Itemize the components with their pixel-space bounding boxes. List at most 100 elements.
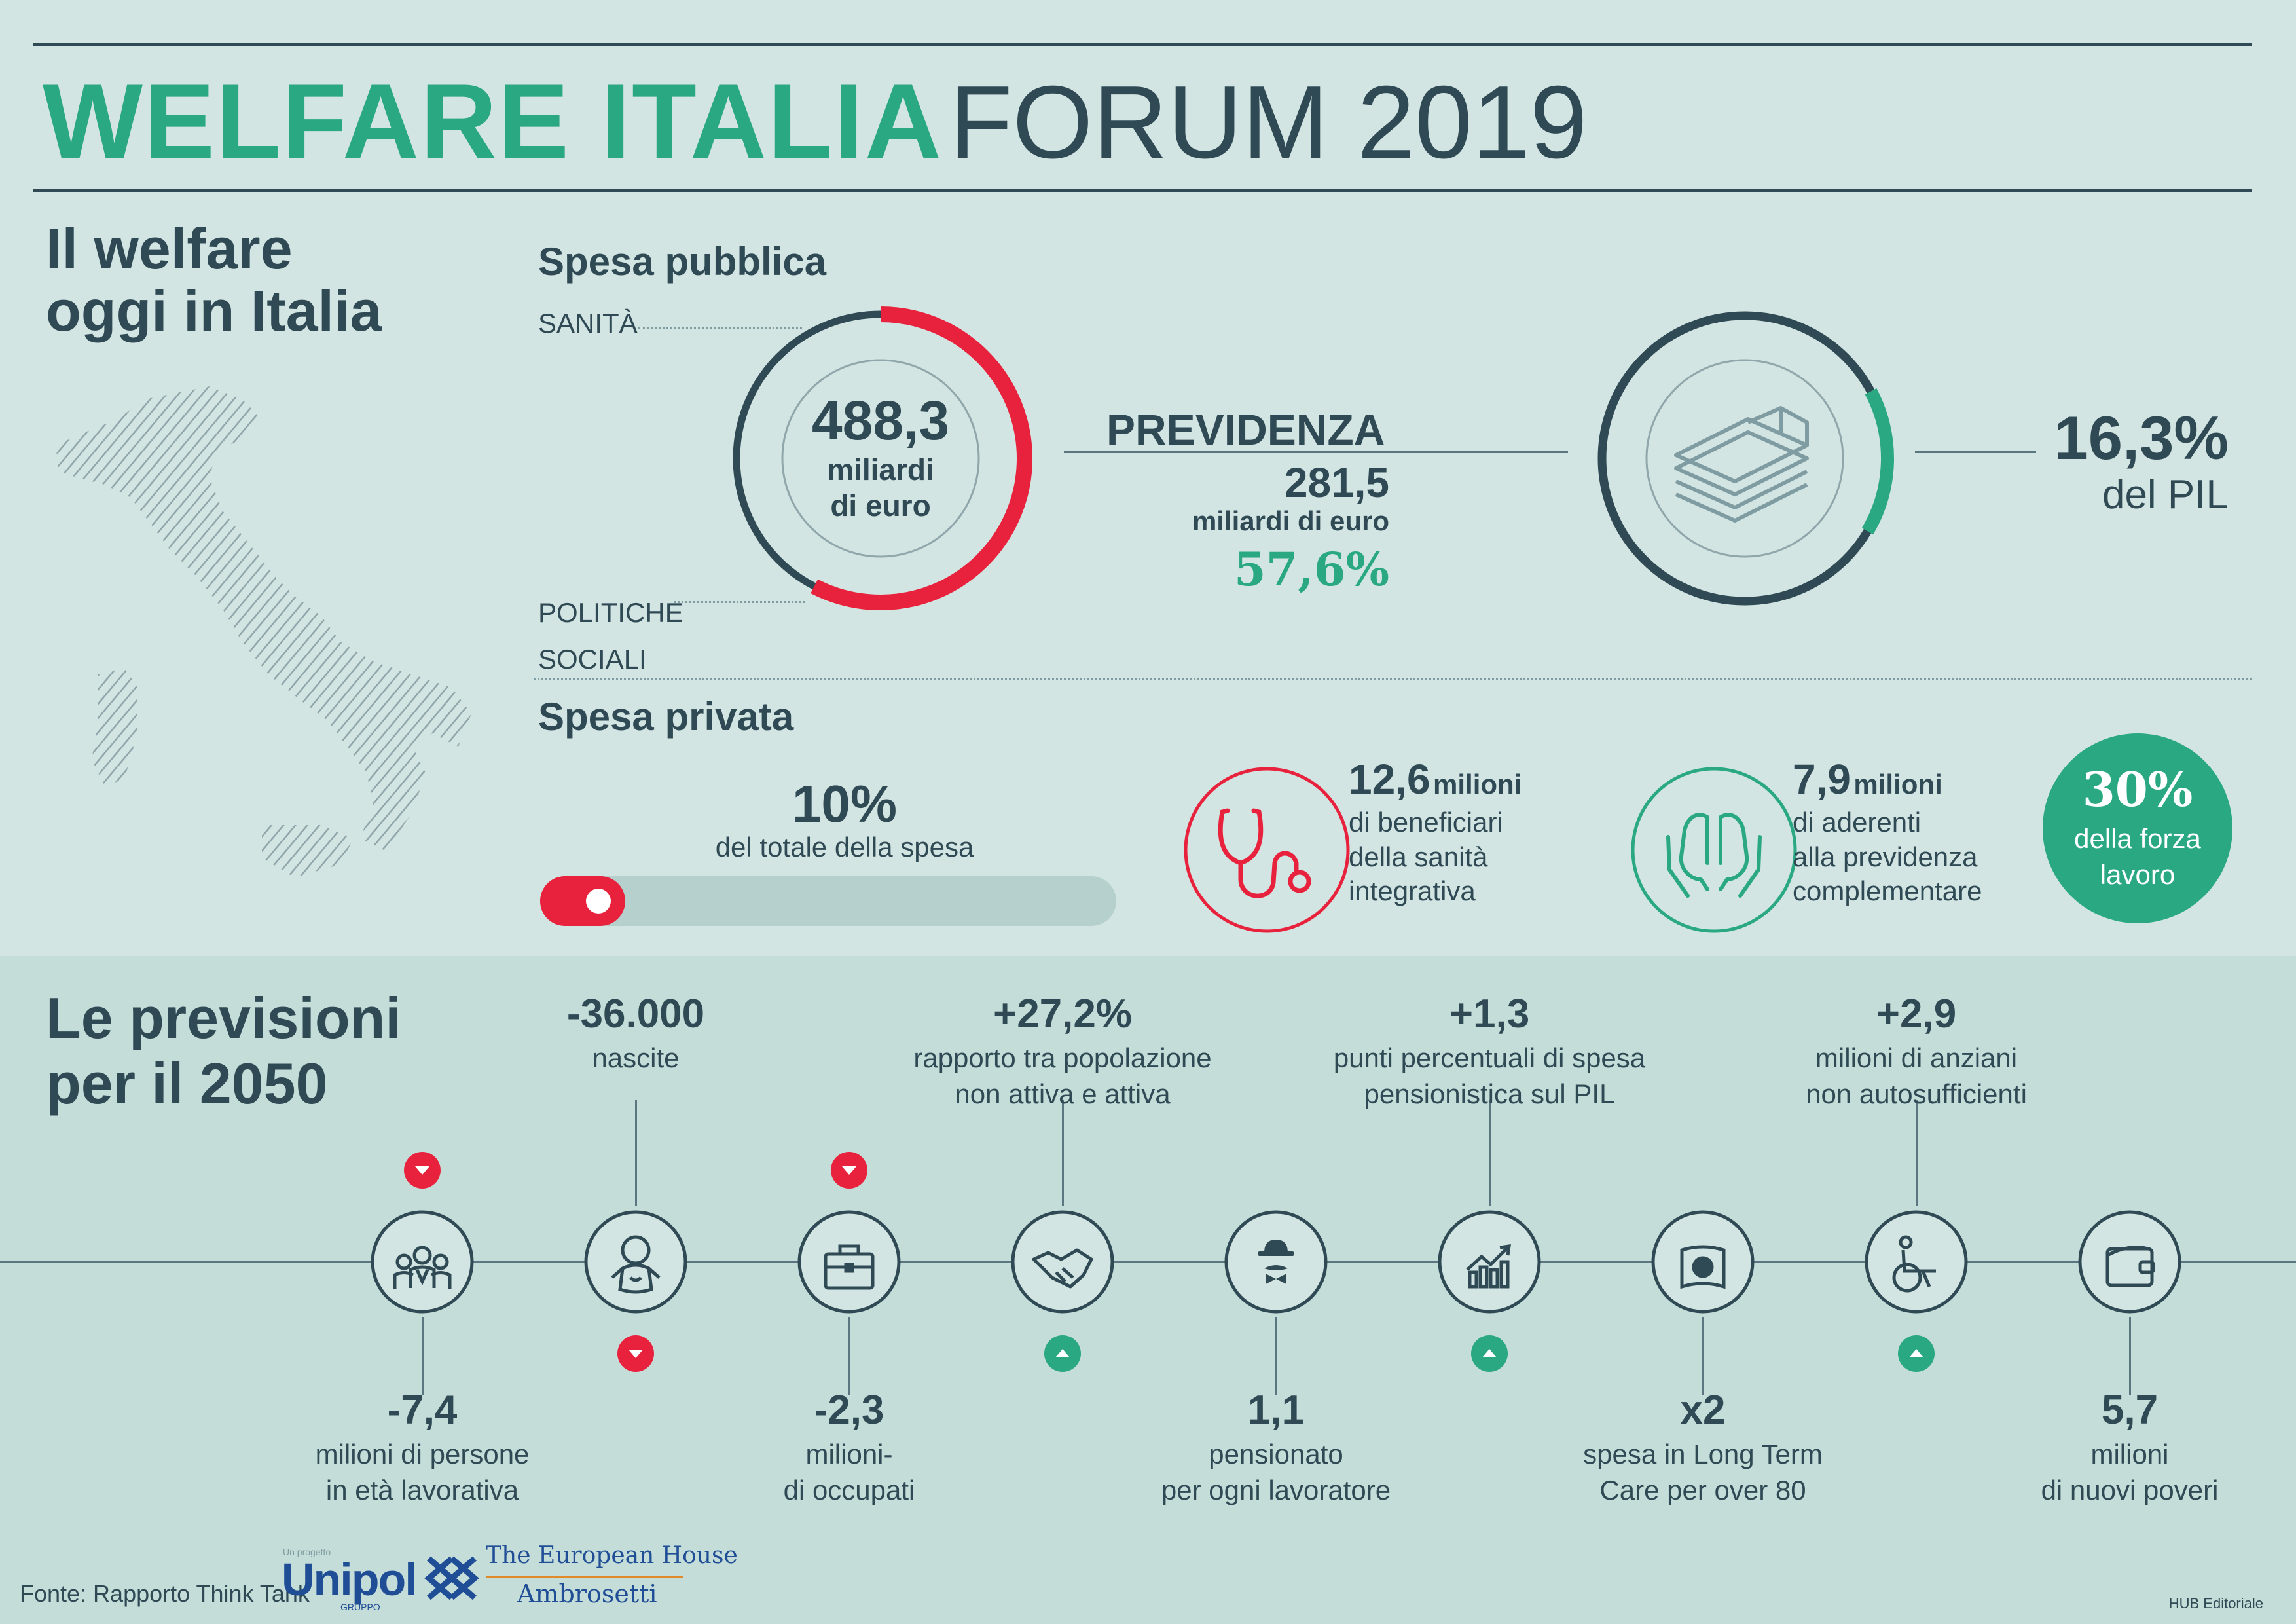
private-spending-title: Spesa privata bbox=[538, 695, 794, 739]
forecast-item: -2,3 milioni-di occupati bbox=[653, 1388, 1046, 1508]
forecast-label-1: rapporto tra popolazione bbox=[913, 1043, 1212, 1074]
forecast-label-2: pensionistica sul PIL bbox=[1364, 1078, 1615, 1109]
forecast-item: 1,1 pensionato per ogni lavoratore bbox=[1080, 1388, 1472, 1508]
unipol-sub: GRUPPO bbox=[340, 1602, 380, 1612]
health-stat: 12,6 milioni di beneficiari della sanità… bbox=[1349, 756, 1522, 906]
forecast-label-2: di occupati bbox=[783, 1474, 915, 1505]
trend-up-icon bbox=[1898, 1335, 1935, 1372]
handshake-icon bbox=[1032, 1248, 1093, 1289]
wheelchair-icon bbox=[1892, 1235, 1936, 1293]
forecast-connector bbox=[2129, 1317, 2131, 1395]
public-total: 488,3 miliardi di euro bbox=[769, 393, 992, 524]
forecast-connector bbox=[422, 1317, 424, 1395]
private-share-label: del totale della spesa bbox=[715, 832, 974, 862]
forecast-label-1: milioni- bbox=[805, 1439, 893, 1470]
forecast-label-1: milioni bbox=[2090, 1439, 2169, 1470]
pension-rule bbox=[1064, 451, 1568, 453]
trend-up-icon bbox=[1044, 1335, 1081, 1372]
forecast-circle-1 bbox=[584, 1210, 687, 1314]
section-today-heading: Il welfare oggi in Italia bbox=[46, 216, 382, 344]
title-bold: WELFARE ITALIA bbox=[43, 62, 943, 181]
private-share-bar-knob bbox=[586, 889, 611, 913]
public-total-unit-2: di euro bbox=[830, 489, 931, 523]
credit: HUB Editoriale bbox=[2168, 1595, 2263, 1612]
forecast-label-2: non autosufficienti bbox=[1806, 1078, 2027, 1109]
forecast-label-2: di nuovi poveri bbox=[2041, 1474, 2219, 1505]
health-value-unit: milioni bbox=[1433, 769, 1522, 800]
baby-icon bbox=[611, 1235, 661, 1294]
unipol-tagline: Un progetto bbox=[283, 1547, 331, 1557]
hands-icon bbox=[1631, 767, 1797, 933]
forecast-label-1: nascite bbox=[592, 1043, 680, 1074]
forecast-connector bbox=[1489, 1100, 1491, 1206]
forecast-heading: Le previsioni per il 2050 bbox=[46, 986, 401, 1116]
people-icon bbox=[393, 1246, 452, 1289]
private-share-bar bbox=[540, 876, 1116, 926]
workforce-value: 30% bbox=[2082, 762, 2193, 817]
forecast-circle-8 bbox=[2078, 1210, 2181, 1314]
title-light: FORUM 2019 bbox=[949, 65, 1588, 180]
forecast-label-2: Care per over 80 bbox=[1599, 1474, 1806, 1505]
forecast-value: -2,3 bbox=[814, 1388, 884, 1433]
label-social: POLITICHE SOCIALI bbox=[538, 597, 683, 675]
stethoscope-icon bbox=[1184, 767, 1350, 933]
forecast-label-1: pensionato bbox=[1209, 1439, 1343, 1470]
forecast-circle-3 bbox=[1011, 1210, 1114, 1314]
forecast-label-1: milioni di persone bbox=[315, 1439, 530, 1470]
gdp-donut bbox=[1595, 309, 1894, 608]
label-health: SANITÀ bbox=[538, 308, 638, 339]
forecast-label-2: per ogni lavoratore bbox=[1161, 1474, 1391, 1505]
pension-private-stat: 7,9 milioni di aderenti alla previdenza … bbox=[1793, 756, 1982, 906]
gdp-rule bbox=[1915, 451, 2036, 453]
forecast-item: 5,7 milioni di nuovi poveri bbox=[1933, 1388, 2296, 1508]
forecast-circle-5 bbox=[1438, 1210, 1541, 1314]
forecast-item: +1,3 punti percentuali di spesa pensionist… bbox=[1293, 991, 1686, 1112]
forecast-item: -36.000 nascite bbox=[439, 991, 832, 1077]
ambrosetti-line2: Ambrosetti bbox=[517, 1579, 657, 1608]
forecast-item: x2 spesa in Long Term Care per over 80 bbox=[1506, 1388, 1899, 1508]
forecast-value: +27,2% bbox=[993, 991, 1132, 1037]
forecast-item: -7,4 milioni di persone in età lavorativa bbox=[226, 1388, 619, 1508]
health-leader-line bbox=[638, 327, 802, 329]
private-share-bar-fill bbox=[540, 876, 625, 926]
public-spending-donut bbox=[729, 306, 1032, 610]
briefcase-icon bbox=[824, 1244, 875, 1290]
forecast-connector bbox=[848, 1317, 850, 1395]
gdp-share-arc bbox=[1595, 309, 1894, 608]
ambrosetti-line1: The European House bbox=[486, 1542, 738, 1569]
wallet-cash-icon bbox=[1680, 1245, 1726, 1289]
wallet-icon bbox=[2105, 1246, 2155, 1287]
pension-private-value: 7,9 bbox=[1793, 756, 1851, 803]
forecast-value: +1,3 bbox=[1449, 991, 1530, 1037]
forecast-value: -7,4 bbox=[387, 1388, 458, 1433]
source-note: Fonte: Rapporto Think Tank bbox=[20, 1580, 310, 1607]
pension-value: 281,5 bbox=[1284, 459, 1389, 506]
pension-share-arc bbox=[729, 306, 1032, 610]
forecast-value: 5,7 bbox=[2101, 1388, 2159, 1433]
banknotes-icon bbox=[1674, 406, 1809, 523]
public-spending-title: Spesa pubblica bbox=[538, 240, 827, 284]
forecast-label-2: in età lavorativa bbox=[325, 1474, 519, 1505]
forecast-circle-4 bbox=[1224, 1210, 1328, 1314]
forecast-label-1: milioni di anziani bbox=[1815, 1043, 2018, 1074]
social-leader-line bbox=[674, 601, 805, 603]
forecast-label-1: spesa in Long Term bbox=[1583, 1439, 1823, 1470]
pension-private-value-unit: milioni bbox=[1853, 769, 1942, 800]
gdp-value: 16,3% bbox=[2054, 403, 2229, 472]
forecast-circle-7 bbox=[1865, 1210, 1968, 1314]
forecast-item: +27,2% rapporto tra popolazione non attiva… bbox=[866, 991, 1259, 1112]
health-value: 12,6 bbox=[1349, 756, 1430, 803]
pension-title: PREVIDENZA bbox=[1106, 405, 1385, 454]
pension-share: 57,6% bbox=[1233, 542, 1389, 597]
trend-down-icon bbox=[617, 1335, 654, 1372]
forecast-value: 1,1 bbox=[1247, 1388, 1305, 1433]
trend-down-icon bbox=[404, 1152, 441, 1189]
timeline-axis bbox=[0, 1261, 2296, 1263]
gdp-label: del PIL bbox=[2102, 472, 2229, 517]
ambrosetti-logo-icon bbox=[424, 1556, 479, 1600]
workforce-badge: 30% della forza lavoro bbox=[2043, 733, 2232, 923]
forecast-circle-0 bbox=[371, 1210, 474, 1314]
forecast-value: -36.000 bbox=[566, 991, 705, 1037]
forecast-value: +2,9 bbox=[1876, 991, 1957, 1037]
